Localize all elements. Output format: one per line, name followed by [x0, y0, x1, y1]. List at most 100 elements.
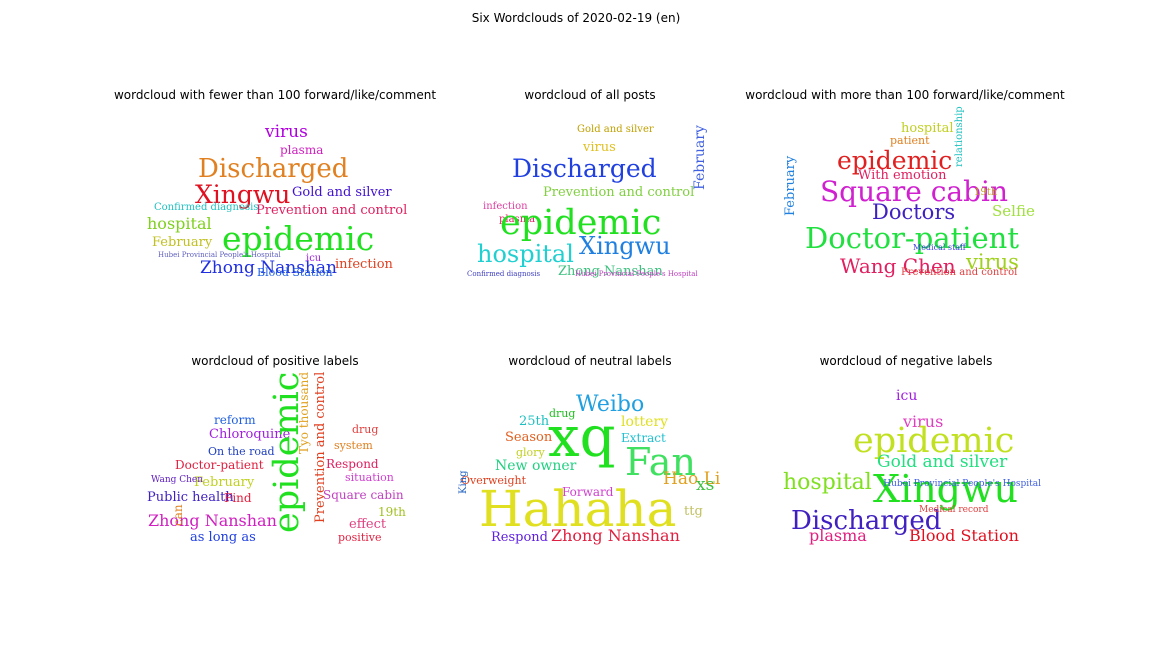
wordcloud-panel: wordcloud of all posts Gold and silver vi…	[455, 88, 725, 278]
cloud-word: Zhong Nanshan	[148, 511, 277, 530]
cloud-word: Discharged	[791, 506, 942, 536]
panel-title: wordcloud with more than 100 forward/lik…	[745, 88, 1065, 102]
panel-title: wordcloud of negative labels	[819, 354, 993, 368]
wordcloud-panel: wordcloud of negative labels icu virus epi…	[771, 354, 1041, 544]
cloud-word: Discharged	[198, 154, 349, 184]
cloud-word: glory	[516, 446, 545, 459]
cloud-word: drug	[352, 423, 379, 436]
cloud-word: Respond	[326, 457, 379, 471]
cloud-word: Find	[224, 491, 252, 505]
cloud-word: Gold and silver	[877, 452, 1008, 472]
word-cloud: Gold and silver virus Discharged Prevention…	[455, 106, 725, 279]
cloud-word: plasma	[499, 214, 536, 225]
cloud-word: Chloroquine	[209, 427, 291, 442]
figure-title: Six Wordclouds of 2020-02-19 (en)	[471, 11, 681, 25]
panel-title: wordcloud with fewer than 100 forward/li…	[113, 88, 437, 102]
cloud-word: infection	[483, 201, 528, 212]
cloud-word: Xingwu	[579, 232, 671, 260]
cloud-word: epidemic	[500, 203, 662, 243]
cloud-word: Public health	[147, 490, 234, 505]
cloud-word: Overweight	[461, 474, 526, 487]
cloud-word: Zhong Nanshan	[558, 264, 663, 279]
cloud-word: Xingwu	[195, 180, 291, 209]
cloud-word: February	[692, 125, 708, 190]
cloud-word: Xingwu	[873, 467, 1019, 511]
cloud-word: hospital	[477, 240, 574, 268]
panel-title: wordcloud of all posts	[524, 88, 656, 102]
cloud-word: Confirmed diagnosis	[467, 270, 541, 278]
cloud-word: 19th	[378, 505, 406, 519]
wordcloud-panel: wordcloud with more than 100 forward/lik…	[740, 88, 1070, 278]
cloud-word: virus	[903, 412, 944, 431]
cloud-word: 19th	[974, 187, 998, 198]
cloud-word: plasma	[280, 143, 324, 157]
cloud-word: On the road	[208, 445, 275, 458]
cloud-word: With emotion	[858, 168, 947, 183]
cloud-word: effect	[349, 517, 387, 532]
cloud-word: Weibo	[576, 392, 645, 417]
cloud-word: situation	[345, 471, 394, 484]
word-cloud: icu virus epidemic Gold and silver hospital X…	[771, 372, 1041, 544]
panel-title: wordcloud of positive labels	[191, 354, 359, 368]
cloud-word: icu	[896, 388, 918, 404]
cloud-word: February	[783, 155, 798, 216]
cloud-word: virus	[966, 250, 1019, 274]
cloud-word: King	[458, 470, 469, 494]
cloud-word: Discharged	[512, 154, 657, 183]
cloud-word: Prevention and control	[901, 267, 1018, 278]
cloud-word: ttg	[684, 504, 703, 519]
cloud-word: 25th	[519, 414, 550, 429]
cloud-word: Prevention and control	[543, 185, 695, 200]
cloud-word: New owner	[495, 458, 577, 474]
cloud-word: Doctors	[872, 200, 956, 224]
cloud-word: epidemic	[222, 219, 375, 258]
cloud-word: Doctor-patient	[805, 221, 1020, 255]
cloud-word: xq	[548, 405, 616, 470]
cloud-word: Doctor-patient	[175, 458, 264, 472]
cloud-word: Forward	[562, 485, 614, 499]
cloud-word: Blood Station	[257, 266, 333, 279]
wordcloud-panel: wordcloud with fewer than 100 forward/li…	[110, 88, 440, 278]
cloud-word: icu	[306, 253, 322, 264]
cloud-word: February	[194, 475, 255, 490]
cloud-word: Gold and silver	[292, 185, 392, 200]
panel-title: wordcloud of neutral labels	[508, 354, 672, 368]
wordcloud-panel: wordcloud of neutral labels Weibo 25th dru…	[455, 354, 725, 544]
cloud-word: Blood Station	[909, 526, 1019, 545]
cloud-word: February	[152, 235, 213, 250]
cloud-word: as long as	[190, 530, 256, 545]
cloud-word: epidemic	[837, 146, 953, 175]
word-cloud: virus plasma Discharged Xingwu Gold and silv…	[110, 106, 440, 279]
cloud-word: Gold and silver	[577, 124, 654, 135]
cloud-word: Wang Chen	[151, 475, 204, 485]
cloud-word: positive	[338, 531, 382, 544]
cloud-word: Zhong Nanshan	[551, 526, 680, 545]
cloud-word: Square cabin	[323, 488, 404, 502]
cloud-word: hospital	[147, 214, 212, 233]
cloud-word: hospital	[783, 470, 872, 495]
cloud-word: patient	[890, 134, 930, 147]
cloud-word: Hubei Provincial People's Hospital	[575, 270, 698, 278]
cloud-word: Hubei Provincial People's Hospital	[883, 479, 1041, 489]
cloud-word: Season	[505, 430, 553, 445]
cloud-word: Tyo thousand	[297, 372, 311, 455]
cloud-word: Fan	[625, 440, 696, 484]
cloud-word: Extract	[621, 431, 666, 445]
cloud-word: drug	[549, 407, 576, 420]
cloud-word: Hao Li	[663, 469, 721, 489]
cloud-word: system	[334, 439, 373, 452]
cloud-word: Medical staff	[913, 243, 966, 252]
cloud-word: epidemic	[853, 421, 1015, 461]
cloud-word: Wang Chen	[840, 254, 956, 278]
cloud-word: infection	[335, 257, 393, 272]
cloud-word: xs	[696, 475, 715, 495]
cloud-word: hospital	[901, 121, 954, 136]
cloud-word: lottery	[621, 414, 669, 430]
cloud-word: reform	[214, 413, 256, 427]
cloud-word: Square cabin	[820, 175, 1008, 208]
cloud-word: Prevention and control	[256, 203, 408, 218]
word-cloud: reform Chloroquine On the road Doctor-patie…	[140, 372, 410, 544]
cloud-word: plasma	[809, 526, 867, 545]
word-cloud: hospital patient epidemic With emotion Squar…	[740, 106, 1070, 278]
word-cloud: Weibo 25th drug xq lottery Season Extract glory…	[455, 372, 725, 545]
